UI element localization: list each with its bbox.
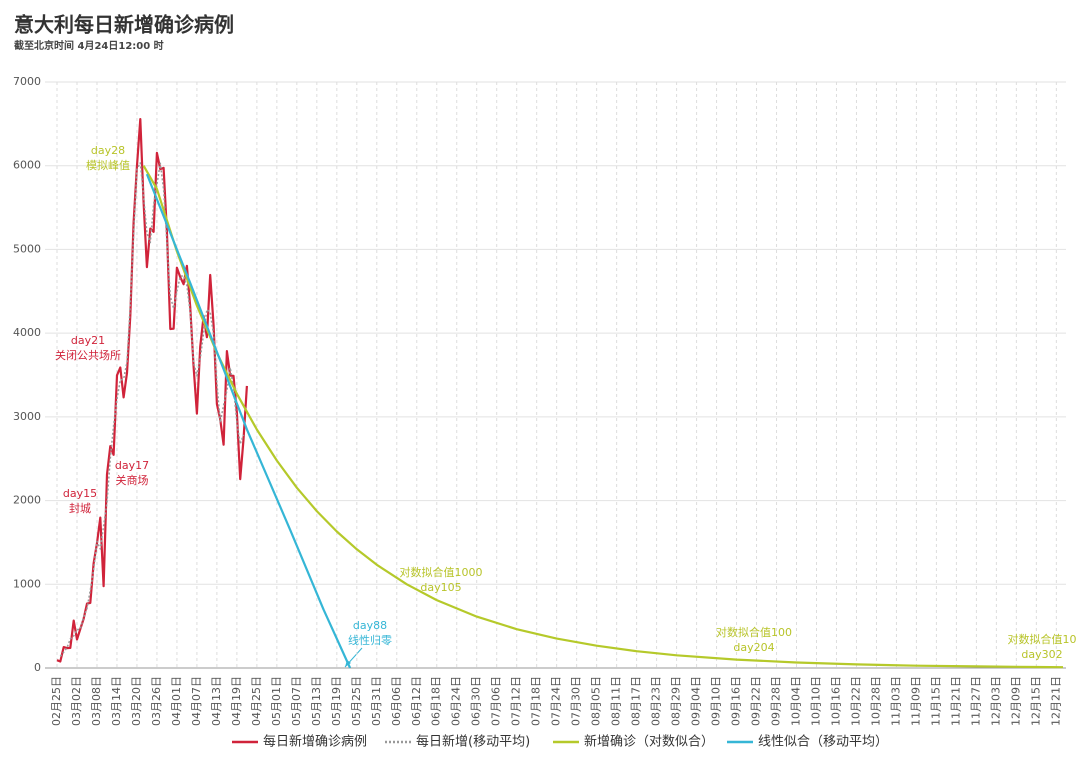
y-tick-label: 3000: [13, 410, 41, 423]
x-tick-label: 07月30日: [570, 676, 583, 726]
x-tick-label: 02月25日: [50, 676, 63, 726]
annotation: day15: [63, 487, 97, 500]
annotation: 对数拟合值1000: [400, 565, 483, 579]
x-tick-label: 05月01日: [270, 676, 283, 726]
x-tick-label: 10月22日: [849, 676, 862, 726]
x-tick-label: 03月20日: [130, 676, 143, 726]
x-tick-label: 06月24日: [450, 676, 463, 726]
annotation: 关闭公共场所: [55, 348, 121, 362]
y-tick-label: 6000: [13, 159, 41, 172]
x-tick-label: 09月10日: [710, 676, 723, 726]
y-tick-label: 5000: [13, 242, 41, 255]
y-tick-label: 7000: [13, 75, 41, 88]
annotation: 封城: [69, 501, 91, 515]
x-tick-label: 06月30日: [470, 676, 483, 726]
legend-label: 线性似合（移动平均）: [758, 735, 888, 750]
y-tick-label: 0: [34, 661, 41, 674]
annotation: 关商场: [116, 473, 149, 487]
x-tick-label: 09月04日: [690, 676, 703, 726]
x-tick-label: 08月29日: [670, 676, 683, 726]
legend-label: 新增确诊（对数似合）: [584, 734, 714, 750]
x-tick-label: 08月17日: [630, 676, 643, 726]
annotation: 对数拟合值100: [716, 625, 792, 639]
x-tick-label: 10月16日: [829, 676, 842, 726]
x-tick-label: 04月07日: [190, 676, 203, 726]
x-tick-label: 12月09日: [1009, 676, 1022, 726]
x-tick-label: 11月03日: [889, 676, 902, 726]
x-tick-label: 10月04日: [790, 676, 803, 726]
x-tick-label: 12月03日: [989, 676, 1002, 726]
annotation: day28: [91, 144, 125, 157]
series-line: [56, 118, 248, 663]
x-tick-label: 08月11日: [610, 676, 623, 726]
x-tick-label: 04月19日: [230, 676, 243, 726]
y-tick-label: 4000: [13, 326, 41, 339]
x-tick-label: 03月08日: [90, 676, 103, 726]
y-tick-label: 2000: [13, 494, 41, 507]
annotation: day21: [71, 334, 105, 347]
x-tick-label: 12月15日: [1029, 676, 1042, 726]
x-tick-label: 03月02日: [70, 676, 83, 726]
annotation: 模拟峰值: [86, 158, 130, 172]
annotation: day105: [420, 581, 461, 594]
x-tick-label: 03月14日: [110, 676, 123, 726]
x-tick-label: 09月16日: [730, 676, 743, 726]
x-tick-label: 07月18日: [530, 676, 543, 726]
legend-label: 每日新增确诊病例: [263, 734, 367, 750]
x-tick-label: 09月22日: [750, 676, 763, 726]
x-tick-label: 04月25日: [250, 676, 263, 726]
x-tick-label: 07月06日: [490, 676, 503, 726]
x-tick-label: 07月24日: [550, 676, 563, 726]
annotation: day302: [1021, 648, 1062, 661]
series-line: [142, 165, 1064, 669]
x-tick-label: 05月13日: [310, 676, 323, 726]
legend-label: 每日新增(移动平均): [416, 734, 530, 750]
x-tick-label: 05月25日: [350, 676, 363, 726]
x-tick-label: 06月18日: [430, 676, 443, 726]
x-tick-label: 05月19日: [330, 676, 343, 726]
x-tick-label: 11月21日: [949, 676, 962, 726]
x-tick-label: 06月06日: [390, 676, 403, 726]
x-tick-label: 08月05日: [590, 676, 603, 726]
x-tick-label: 06月12日: [410, 676, 423, 726]
annotation: day88: [353, 619, 387, 632]
x-tick-label: 10月28日: [869, 676, 882, 726]
x-tick-label: 11月27日: [969, 676, 982, 726]
annotation: day204: [733, 641, 774, 654]
x-tick-label: 03月26日: [150, 676, 163, 726]
x-tick-label: 12月21日: [1049, 676, 1062, 726]
x-tick-label: 07月12日: [510, 676, 523, 726]
y-tick-label: 1000: [13, 577, 41, 590]
x-tick-label: 09月28日: [770, 676, 783, 726]
chart-subtitle: 截至北京时间 4月24日12:00 时: [14, 39, 164, 52]
annotation: day17: [115, 459, 149, 472]
x-tick-label: 11月09日: [909, 676, 922, 726]
series-line: [59, 162, 245, 657]
x-tick-label: 04月01日: [170, 676, 183, 726]
series-line: [145, 173, 352, 669]
x-tick-label: 08月23日: [650, 676, 663, 726]
x-tick-label: 10月10日: [809, 676, 822, 726]
x-tick-label: 05月07日: [290, 676, 303, 726]
annotation: 对数拟合值10: [1008, 632, 1077, 646]
annotation: 线性归零: [348, 633, 392, 647]
x-tick-label: 04月13日: [210, 676, 223, 726]
x-tick-label: 05月31日: [370, 676, 383, 726]
x-tick-label: 11月15日: [929, 676, 942, 726]
chart-title: 意大利每日新增确诊病例: [14, 13, 234, 37]
